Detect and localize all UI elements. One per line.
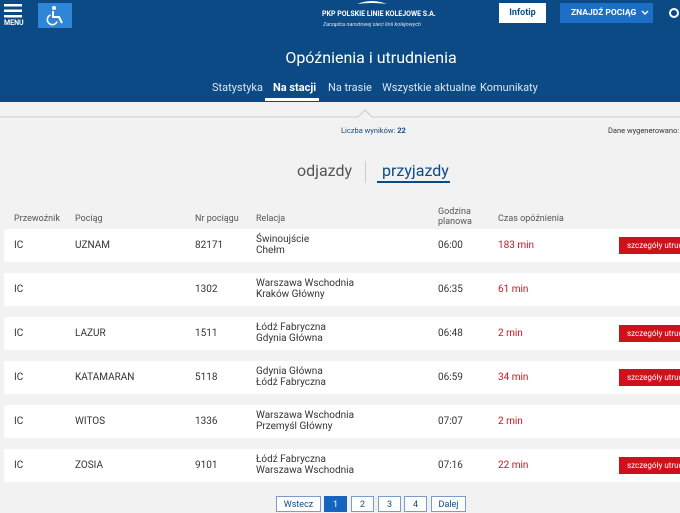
- generated-date: Dane wygenerowano: 1: [608, 126, 680, 135]
- carrier: IC: [14, 284, 24, 295]
- header: MENU PKP POLSKIE LINIE KOLEJOWE S.A. Zar…: [0, 0, 680, 102]
- results-count: Liczba wyników: 22: [341, 126, 406, 135]
- logo-title: PKP POLSKIE LINIE KOLEJOWE S.A.: [322, 10, 436, 18]
- table-row: IC 1302 Warszawa Wschodnia Kraków Główny 06:…: [4, 273, 680, 306]
- column-header: Godzina planowa: [438, 207, 472, 227]
- carrier: IC: [14, 372, 24, 383]
- train-name: KATAMARAN: [75, 372, 135, 383]
- carrier: IC: [14, 460, 24, 471]
- route-station: Łódź Fabryczna: [256, 454, 326, 465]
- train-number: 82171: [195, 240, 224, 251]
- train-number: 9101: [195, 460, 218, 471]
- logo-icon: [357, 1, 387, 4]
- route-station: Warszawa Wschodnia: [256, 410, 355, 421]
- tab[interactable]: Komunikaty: [480, 81, 538, 94]
- delay: 34 min: [498, 372, 529, 383]
- train-name: ZOSIA: [75, 460, 104, 471]
- active-tab-underline: [265, 98, 319, 101]
- delay: 183 min: [498, 240, 535, 251]
- page-button[interactable]: 3: [378, 496, 401, 512]
- toggle-divider: [365, 161, 366, 183]
- column-header: Pociąg: [75, 214, 103, 224]
- train-number: 1336: [195, 416, 218, 427]
- train-number: 1511: [195, 328, 218, 339]
- planned-time: 06:59: [438, 372, 463, 383]
- route-station: Łódź Fabryczna: [256, 322, 326, 333]
- table-row: IC WITOS 1336 Warszawa Wschodnia Przemyśl Gł…: [4, 405, 680, 438]
- planned-time: 06:35: [438, 284, 463, 295]
- tab[interactable]: Na stacji: [273, 81, 317, 94]
- details-button[interactable]: szczegóły utrudnień: [619, 237, 680, 254]
- toggle-underline: [377, 181, 450, 183]
- details-button[interactable]: szczegóły utrudnień: [619, 369, 680, 386]
- planned-time: 07:07: [438, 416, 463, 427]
- logo-subtitle: Zarządca narodowej sieci linii kolejowyc…: [323, 22, 421, 28]
- delay: 2 min: [498, 328, 523, 339]
- carrier: IC: [14, 328, 24, 339]
- details-button[interactable]: szczegóły utrudnień: [619, 325, 680, 342]
- table-row: IC ZOSIA 9101 Łódź Fabryczna Warszawa Wschod…: [4, 449, 680, 482]
- route-station: Przemyśl Główny: [256, 421, 333, 432]
- route-station: Warszawa Wschodnia: [256, 465, 355, 476]
- route-station: Gdynia Główna: [256, 366, 323, 377]
- table-row: IC UZNAM 82171 Świnoujście Chełm 06:00 183 min…: [4, 229, 680, 262]
- menu-icon[interactable]: [4, 4, 22, 18]
- train-number: 1302: [195, 284, 218, 295]
- column-header: Czas opóźnienia: [498, 214, 564, 224]
- train-name: LAZUR: [75, 328, 106, 339]
- route-station: Łódź Fabryczna: [256, 377, 326, 388]
- train-name: WITOS: [75, 416, 106, 427]
- infotip-button[interactable]: Infotip: [499, 3, 546, 23]
- accessibility-button[interactable]: [38, 3, 72, 28]
- menu-label[interactable]: MENU: [4, 19, 24, 27]
- tab[interactable]: Statystyka: [212, 81, 263, 94]
- carrier: IC: [14, 416, 24, 427]
- column-header: Relacja: [256, 214, 286, 224]
- tab[interactable]: Na trasie: [328, 81, 372, 94]
- table-row: IC LAZUR 1511 Łódź Fabryczna Gdynia Główna 06…: [4, 317, 680, 350]
- delay: 61 min: [498, 284, 529, 295]
- route-station: Gdynia Główna: [256, 333, 323, 344]
- tab[interactable]: Wszystkie aktualne: [382, 81, 476, 94]
- delay: 2 min: [498, 416, 523, 427]
- results-value: 22: [397, 126, 406, 135]
- settings-icon[interactable]: [668, 6, 680, 20]
- find-train-button[interactable]: ZNAJDŹ POCIĄG: [560, 3, 653, 23]
- route-station: Chełm: [256, 245, 285, 256]
- toggle-arrivals[interactable]: przyjazdy: [382, 161, 449, 180]
- train-name: UZNAM: [75, 240, 110, 251]
- planned-time: 06:00: [438, 240, 463, 251]
- chevron: [641, 10, 649, 15]
- results-label: Liczba wyników:: [341, 126, 396, 135]
- toggle-departures[interactable]: odjazdy: [297, 161, 353, 180]
- route-station: Warszawa Wschodnia: [256, 278, 355, 289]
- details-button[interactable]: szczegóły utrudnień: [619, 457, 680, 474]
- train-number: 5118: [195, 372, 218, 383]
- delay: 22 min: [498, 460, 529, 471]
- column-header: Przewoźnik: [14, 214, 60, 224]
- carrier: IC: [14, 240, 24, 251]
- separator: [0, 109, 680, 118]
- table-row: IC KATAMARAN 5118 Gdynia Główna Łódź Fabrycz…: [4, 361, 680, 394]
- route-station: Świnoujście: [256, 234, 310, 245]
- column-header: Nr pociągu: [195, 214, 239, 224]
- planned-time: 06:48: [438, 328, 463, 339]
- planned-time: 07:16: [438, 460, 463, 471]
- page-title: Opóźnienia i utrudnienia: [285, 48, 457, 67]
- route-station: Kraków Główny: [256, 289, 325, 300]
